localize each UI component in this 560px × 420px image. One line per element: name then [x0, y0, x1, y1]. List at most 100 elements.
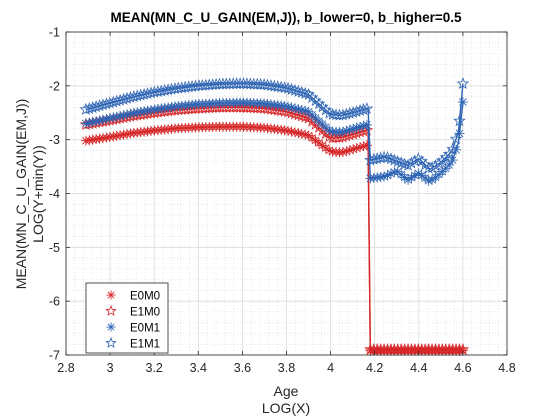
data-point	[264, 79, 278, 92]
data-point	[254, 77, 267, 90]
data-point	[185, 79, 199, 92]
data-point	[398, 157, 411, 170]
x-tick-label: 3	[107, 361, 114, 375]
data-point	[158, 83, 171, 96]
x-tick-label: 3.8	[278, 361, 295, 375]
data-point	[182, 80, 195, 93]
data-point	[161, 83, 175, 96]
data-point	[348, 144, 359, 155]
data-point	[439, 150, 453, 163]
data-point	[165, 82, 178, 95]
x-axis-label: Age	[274, 383, 299, 399]
data-point	[288, 83, 302, 96]
data-point	[341, 125, 352, 136]
data-point	[159, 102, 170, 113]
data-point	[199, 78, 213, 91]
tick-layer: 2.8 3 3.2 3.4 3.6 3.8 4 4.2 4.4 4.6 4.8 -7 -6 -5 -4 -3 -…	[49, 26, 516, 376]
legend-label-E0M1: E0M1	[130, 323, 160, 335]
data-point	[87, 134, 98, 145]
data-point	[449, 132, 463, 145]
data-point	[298, 86, 312, 99]
data-point	[192, 79, 206, 92]
y-tick-label: -4	[49, 187, 60, 201]
y-tick-label: -2	[49, 79, 60, 93]
data-point	[202, 78, 216, 91]
data-point	[436, 154, 449, 167]
data-point	[447, 155, 458, 166]
data-point	[453, 114, 466, 127]
chart-title: MEAN(MN_C_U_GAIN(EM,J)), b_lower=0, b_hi…	[110, 10, 462, 25]
data-point	[274, 80, 288, 93]
data-point	[268, 79, 281, 92]
y-axis-label: MEAN(MN_C_U_GAIN(EM,J))	[13, 99, 29, 290]
data-point	[175, 81, 189, 94]
x-tick-label: 3.4	[190, 361, 207, 375]
data-point	[154, 84, 168, 97]
data-point	[361, 119, 372, 130]
legend-label-E0M0: E0M0	[130, 291, 160, 303]
legend-box	[85, 282, 169, 354]
legend-marker-E1M1	[105, 336, 117, 348]
data-point	[446, 142, 459, 155]
data-point	[111, 111, 122, 122]
legend-marker-E0M0	[106, 290, 116, 300]
legend-marker-E1M0	[105, 304, 117, 316]
data-point	[326, 107, 339, 120]
series-E1M1	[79, 77, 470, 174]
x-tick-label: 4.4	[410, 361, 427, 375]
x-tick-label: 3.2	[146, 361, 163, 375]
data-point	[278, 104, 291, 117]
data-point	[257, 78, 271, 91]
data-point	[135, 106, 146, 117]
x-tick-label: 2.8	[57, 361, 74, 375]
legend-marker-E0M1	[106, 322, 116, 332]
data-point	[298, 110, 312, 123]
data-point	[101, 132, 112, 143]
data-point	[142, 105, 153, 116]
x-tick-label: 4.2	[366, 361, 383, 375]
data-point	[357, 124, 370, 137]
data-point	[206, 78, 219, 91]
y-tick-label: -1	[49, 26, 60, 40]
data-point	[261, 78, 274, 91]
series-E0M1	[80, 96, 468, 186]
series-layer	[79, 77, 470, 356]
data-point	[151, 85, 165, 98]
data-point	[360, 123, 374, 136]
data-point	[333, 108, 346, 121]
data-point	[329, 131, 343, 144]
data-point	[144, 86, 158, 99]
data-point	[104, 113, 115, 124]
legend-label-E1M1: E1M1	[130, 339, 160, 351]
data-point	[168, 82, 182, 95]
data-point	[145, 105, 156, 116]
y-tick-label: -7	[49, 349, 60, 363]
y-axis-label-secondary: LOG(Y+min(Y))	[30, 145, 46, 243]
data-point	[295, 85, 309, 98]
data-point	[172, 81, 185, 94]
y-tick-label: -6	[49, 295, 60, 309]
data-point	[360, 102, 374, 115]
data-point	[403, 174, 414, 185]
y-tick-label: -3	[49, 133, 60, 147]
x-tick-label: 3.6	[234, 361, 251, 375]
x-tick-label: 4	[327, 361, 334, 375]
y-tick-label: -5	[49, 241, 60, 255]
data-point	[285, 106, 298, 119]
data-point	[209, 77, 223, 90]
data-point	[278, 81, 291, 94]
data-point	[285, 82, 298, 95]
data-point	[456, 77, 470, 90]
data-point	[374, 151, 387, 164]
data-point	[115, 130, 126, 141]
data-point	[178, 80, 192, 93]
data-point	[84, 135, 95, 146]
x-tick-label: 4.6	[454, 361, 471, 375]
data-point	[281, 105, 295, 118]
data-point	[108, 131, 119, 142]
data-point	[189, 79, 202, 92]
data-point	[196, 78, 209, 91]
data-point	[377, 150, 391, 163]
data-point	[422, 161, 435, 174]
